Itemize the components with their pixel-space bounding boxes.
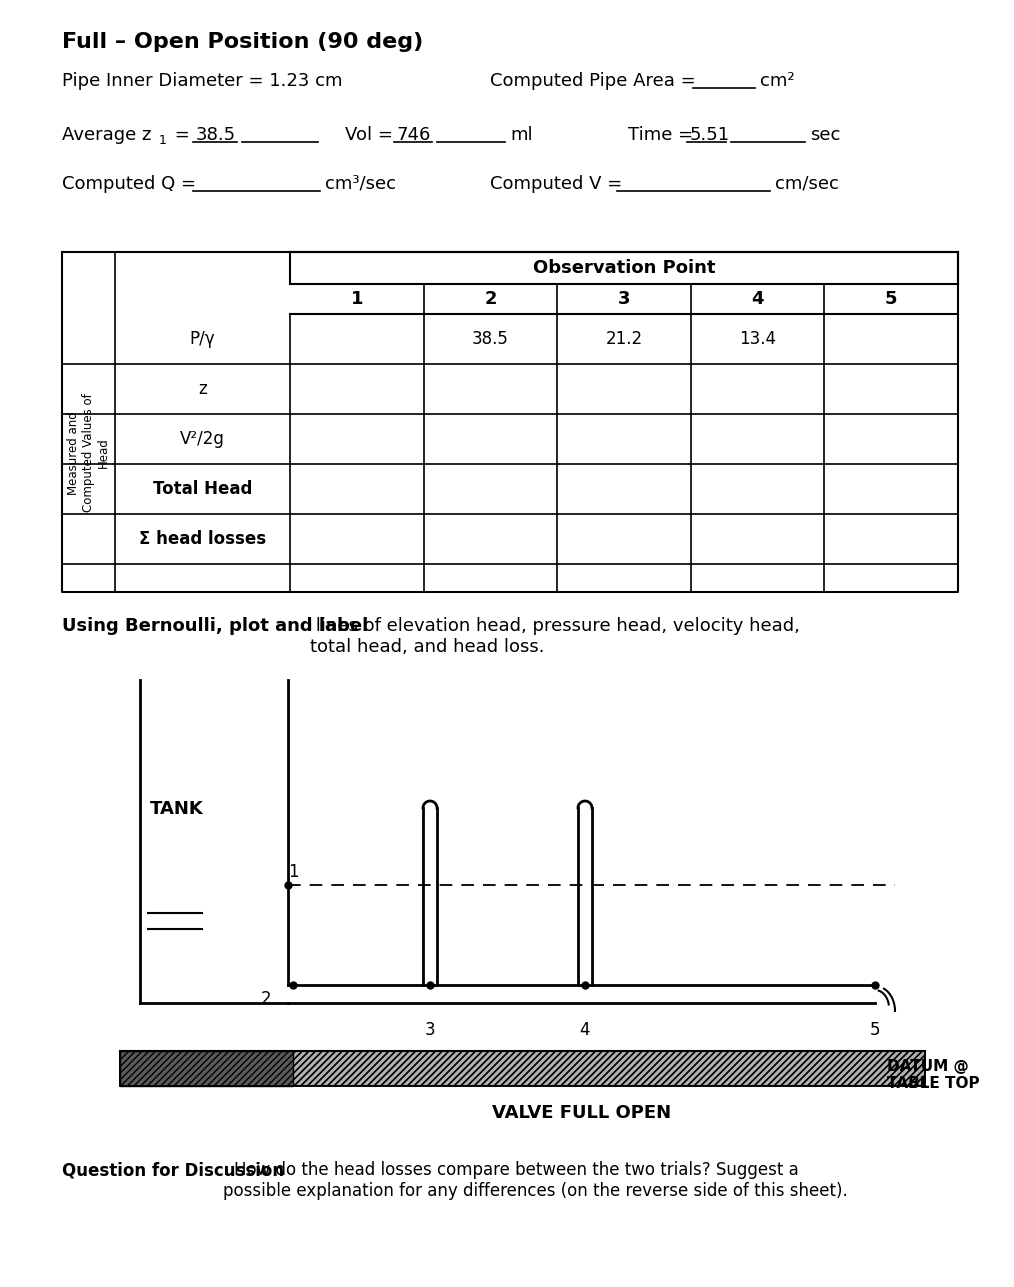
Bar bbox=[120, 1051, 925, 1086]
Text: : How do the head losses compare between the two trials? Suggest a
possible expl: : How do the head losses compare between… bbox=[223, 1161, 848, 1199]
Text: V²/2g: V²/2g bbox=[180, 430, 225, 448]
Text: 1: 1 bbox=[288, 864, 298, 882]
Text: cm²: cm² bbox=[760, 72, 795, 90]
Text: Computed V =: Computed V = bbox=[490, 175, 623, 193]
Text: TANK: TANK bbox=[150, 801, 204, 819]
Text: Computed Pipe Area =: Computed Pipe Area = bbox=[490, 72, 696, 90]
Text: sec: sec bbox=[810, 126, 841, 144]
Text: 4: 4 bbox=[751, 290, 764, 308]
Text: Computed Q =: Computed Q = bbox=[62, 175, 196, 193]
Text: 5: 5 bbox=[870, 1021, 880, 1039]
Text: 38.5: 38.5 bbox=[472, 329, 509, 347]
Text: 13.4: 13.4 bbox=[739, 329, 776, 347]
Text: lines of elevation head, pressure head, velocity head,
total head, and head loss: lines of elevation head, pressure head, … bbox=[310, 616, 800, 656]
Text: VALVE FULL OPEN: VALVE FULL OPEN bbox=[492, 1104, 671, 1122]
Text: 38.5: 38.5 bbox=[196, 126, 236, 144]
Text: Total Head: Total Head bbox=[153, 480, 252, 498]
Text: 5: 5 bbox=[885, 290, 897, 308]
Text: ml: ml bbox=[510, 126, 532, 144]
Text: 21.2: 21.2 bbox=[605, 329, 643, 347]
Bar bbox=[120, 1051, 293, 1086]
Text: Vol =: Vol = bbox=[345, 126, 399, 144]
Text: 4: 4 bbox=[580, 1021, 590, 1039]
Text: 2: 2 bbox=[484, 290, 497, 308]
Text: Observation Point: Observation Point bbox=[532, 259, 715, 277]
Text: 3: 3 bbox=[618, 290, 631, 308]
Text: 1: 1 bbox=[351, 290, 363, 308]
Text: Question for Discussion: Question for Discussion bbox=[62, 1161, 284, 1179]
Text: Pipe Inner Diameter = 1.23 cm: Pipe Inner Diameter = 1.23 cm bbox=[62, 72, 343, 90]
Text: 3: 3 bbox=[425, 1021, 435, 1039]
Text: cm/sec: cm/sec bbox=[775, 175, 839, 193]
Text: Using Bernoulli, plot and label: Using Bernoulli, plot and label bbox=[62, 616, 368, 634]
Text: 5.51: 5.51 bbox=[690, 126, 730, 144]
Text: Time =: Time = bbox=[628, 126, 699, 144]
Text: 2: 2 bbox=[261, 990, 271, 1008]
Text: cm³/sec: cm³/sec bbox=[325, 175, 396, 193]
Text: DATUM @
TABLE TOP: DATUM @ TABLE TOP bbox=[887, 1059, 980, 1091]
Text: Measured and
Computed Values of
Head: Measured and Computed Values of Head bbox=[67, 394, 110, 512]
Text: Σ head losses: Σ head losses bbox=[139, 530, 266, 548]
Text: 1: 1 bbox=[159, 134, 167, 147]
Bar bbox=[120, 1051, 925, 1086]
Text: Average z: Average z bbox=[62, 126, 151, 144]
Text: P/γ: P/γ bbox=[190, 329, 215, 347]
Text: z: z bbox=[198, 380, 207, 398]
Text: 746: 746 bbox=[397, 126, 431, 144]
Text: Full – Open Position (90 deg): Full – Open Position (90 deg) bbox=[62, 32, 423, 51]
Text: =: = bbox=[169, 126, 196, 144]
